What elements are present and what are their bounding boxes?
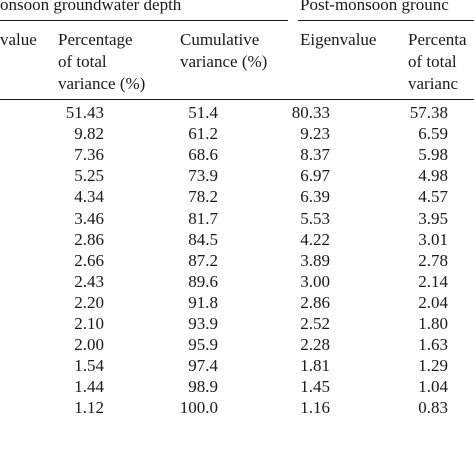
cell-post-eigen: 2.86 bbox=[300, 292, 330, 312]
cell-post-pct: 0.83 bbox=[418, 398, 448, 418]
cell-post-eigen: 5.53 bbox=[300, 208, 330, 228]
cell-pre-cum: 97.4 bbox=[188, 356, 218, 376]
cell-pre-cum: 61.2 bbox=[188, 124, 218, 144]
col-header-pre-percentage-line2: of total bbox=[58, 52, 107, 71]
col-header-pre-cumulative-line2: variance (%) bbox=[180, 52, 268, 71]
cell-pre-cum: 93.9 bbox=[188, 314, 218, 333]
cell-post-eigen: 4.22 bbox=[300, 229, 330, 249]
cell-pre-pct: 2.66 bbox=[74, 250, 104, 270]
cell-post-eigen: 2.28 bbox=[300, 335, 330, 355]
cell-pre-pct: 2.20 bbox=[74, 292, 104, 312]
cell-pre-pct: 3.46 bbox=[74, 208, 104, 228]
cell-post-pct: 3.01 bbox=[418, 229, 448, 249]
group-header-pre-monsoon: onsoon groundwater depth bbox=[0, 0, 182, 14]
cell-post-pct: 2.14 bbox=[418, 271, 448, 291]
cell-pre-pct: 1.12 bbox=[74, 398, 104, 418]
col-header-post-percentage-line2: of total bbox=[408, 52, 457, 71]
cell-pre-pct: 1.54 bbox=[74, 356, 104, 376]
cell-post-eigen: 1.45 bbox=[300, 377, 330, 397]
cell-post-eigen: 1.16 bbox=[300, 398, 330, 418]
cell-post-pct: 6.59 bbox=[418, 124, 448, 144]
cell-pre-pct: 4.34 bbox=[74, 187, 104, 207]
cell-pre-cum: 84.5 bbox=[188, 229, 218, 249]
col-header-post-eigenvalue: Eigenvalue bbox=[300, 30, 377, 49]
cell-pre-cum: 95.9 bbox=[188, 335, 218, 355]
cell-post-eigen: 6.97 bbox=[300, 166, 330, 186]
cell-pre-cum: 87.2 bbox=[188, 250, 218, 270]
cell-post-eigen: 2.52 bbox=[300, 314, 330, 333]
cell-pre-pct: 2.43 bbox=[74, 271, 104, 291]
cell-post-eigen: 1.81 bbox=[300, 356, 330, 376]
cell-post-pct: 1.29 bbox=[418, 356, 448, 376]
cell-post-eigen: 6.39 bbox=[300, 187, 330, 207]
cell-pre-cum: 91.8 bbox=[188, 292, 218, 312]
cell-pre-cum: 73.9 bbox=[188, 166, 218, 186]
cell-pre-cum: 89.6 bbox=[188, 271, 218, 291]
cell-pre-cum: 98.9 bbox=[188, 377, 218, 397]
cell-post-pct: 5.98 bbox=[418, 145, 448, 165]
cell-pre-pct: 51.43 bbox=[65, 103, 104, 122]
group-header-post-monsoon: Post-monsoon grounc bbox=[300, 0, 449, 14]
col-header-post-percentage-line3: varianc bbox=[408, 74, 459, 93]
cell-pre-pct: 5.25 bbox=[74, 166, 104, 186]
col-header-pre-percentage-line3: variance (%) bbox=[58, 74, 146, 93]
cell-pre-cum: 51.4 bbox=[188, 103, 218, 122]
cell-post-eigen: 3.89 bbox=[300, 250, 330, 270]
cell-post-eigen: 3.00 bbox=[300, 271, 330, 291]
cell-pre-pct: 1.44 bbox=[74, 377, 104, 397]
header-rule bbox=[0, 99, 474, 100]
cell-post-pct: 4.98 bbox=[418, 166, 448, 186]
cell-pre-cum: 78.2 bbox=[188, 187, 218, 207]
cell-post-eigen: 80.33 bbox=[291, 103, 330, 122]
cell-pre-pct: 9.82 bbox=[74, 124, 104, 144]
cell-post-pct: 57.38 bbox=[409, 103, 448, 122]
cell-post-pct: 4.57 bbox=[418, 187, 448, 207]
cell-pre-cum: 100.0 bbox=[179, 398, 218, 418]
cell-pre-pct: 2.00 bbox=[74, 335, 104, 355]
col-header-post-percentage-line1: Percenta bbox=[408, 30, 467, 49]
cell-post-pct: 1.80 bbox=[418, 314, 448, 333]
cell-post-pct: 2.78 bbox=[418, 250, 448, 270]
group-rule-post bbox=[298, 20, 474, 21]
cell-post-eigen: 9.23 bbox=[300, 124, 330, 144]
cell-post-pct: 1.63 bbox=[418, 335, 448, 355]
cell-pre-pct: 7.36 bbox=[74, 145, 104, 165]
cell-post-pct: 2.04 bbox=[418, 292, 448, 312]
cell-post-pct: 1.04 bbox=[418, 377, 448, 397]
col-header-pre-percentage-line1: Percentage bbox=[58, 30, 133, 49]
col-header-pre-eigenvalue: value bbox=[0, 30, 37, 49]
cell-pre-cum: 68.6 bbox=[188, 145, 218, 165]
group-rule-pre bbox=[0, 20, 288, 21]
cell-post-eigen: 8.37 bbox=[300, 145, 330, 165]
cell-pre-pct: 2.86 bbox=[74, 229, 104, 249]
col-header-pre-cumulative-line1: Cumulative bbox=[180, 30, 260, 49]
cell-post-pct: 3.95 bbox=[418, 208, 448, 228]
cell-pre-cum: 81.7 bbox=[188, 208, 218, 228]
cell-pre-pct: 2.10 bbox=[74, 314, 104, 333]
